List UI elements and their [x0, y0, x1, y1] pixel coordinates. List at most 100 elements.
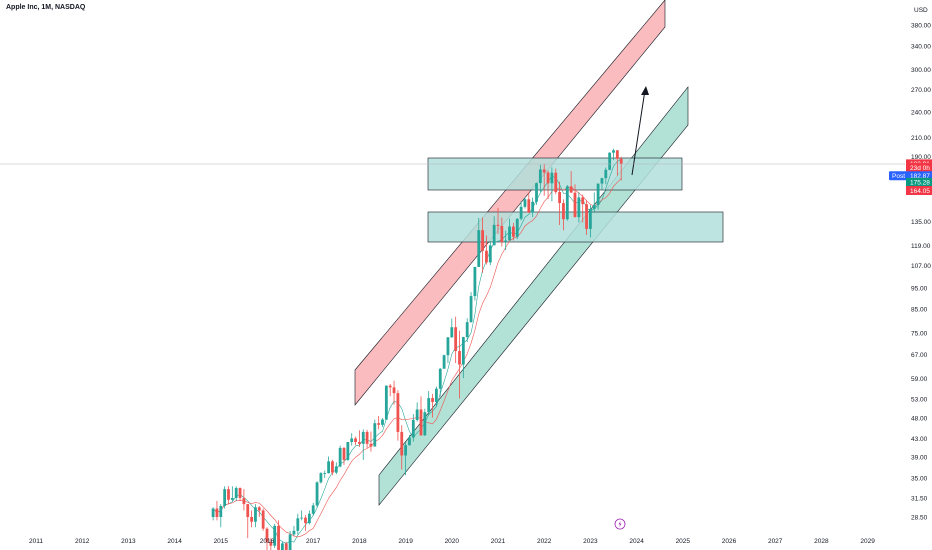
candle[interactable]	[215, 501, 219, 521]
candle[interactable]	[535, 182, 538, 205]
candle[interactable]	[319, 472, 323, 484]
candle[interactable]	[427, 391, 431, 416]
candle[interactable]	[273, 523, 277, 549]
candle[interactable]	[608, 152, 612, 171]
lightning-icon[interactable]	[614, 518, 626, 530]
candle[interactable]	[265, 527, 269, 550]
candle[interactable]	[461, 336, 465, 379]
candle[interactable]	[500, 217, 504, 247]
candle[interactable]	[223, 486, 227, 509]
candle[interactable]	[519, 201, 523, 221]
candle[interactable]	[311, 502, 315, 516]
candle[interactable]	[531, 197, 535, 217]
candle[interactable]	[442, 354, 446, 369]
candle[interactable]	[504, 230, 508, 251]
candle[interactable]	[485, 235, 488, 265]
candle[interactable]	[358, 430, 361, 447]
candle[interactable]	[538, 164, 542, 192]
candle[interactable]	[411, 414, 415, 442]
candle[interactable]	[327, 456, 330, 474]
candle[interactable]	[334, 462, 338, 475]
candle[interactable]	[481, 217, 484, 273]
candle[interactable]	[365, 429, 369, 448]
candle[interactable]	[604, 167, 608, 185]
candle[interactable]	[338, 445, 342, 468]
candle[interactable]	[596, 183, 600, 210]
candle[interactable]	[261, 508, 265, 531]
candle[interactable]	[492, 216, 496, 246]
candle[interactable]	[415, 402, 419, 422]
candle[interactable]	[296, 513, 300, 535]
candle[interactable]	[354, 436, 357, 446]
candle[interactable]	[257, 505, 261, 517]
candle[interactable]	[573, 184, 577, 218]
candle[interactable]	[562, 199, 565, 231]
candle[interactable]	[292, 525, 296, 536]
candle[interactable]	[558, 181, 561, 225]
candle[interactable]	[465, 318, 469, 343]
candle[interactable]	[315, 481, 319, 508]
candle[interactable]	[458, 330, 461, 399]
candle[interactable]	[277, 520, 280, 550]
candle[interactable]	[515, 218, 519, 240]
candle[interactable]	[246, 504, 250, 539]
candle[interactable]	[307, 510, 311, 525]
candle[interactable]	[431, 393, 434, 418]
candle[interactable]	[400, 425, 404, 470]
candle[interactable]	[496, 207, 500, 235]
candle[interactable]	[242, 489, 246, 511]
candle[interactable]	[381, 417, 384, 427]
candle[interactable]	[361, 429, 365, 460]
candle[interactable]	[512, 222, 515, 241]
candle[interactable]	[230, 486, 234, 502]
candle[interactable]	[342, 446, 346, 465]
candle[interactable]	[254, 504, 257, 528]
candle[interactable]	[589, 205, 592, 238]
candle[interactable]	[527, 192, 531, 213]
candle[interactable]	[615, 150, 619, 176]
candle[interactable]	[542, 163, 546, 196]
candle[interactable]	[488, 240, 492, 266]
candle[interactable]	[269, 538, 273, 550]
candle[interactable]	[219, 504, 223, 528]
candle[interactable]	[454, 316, 458, 364]
candle[interactable]	[600, 177, 604, 190]
candle[interactable]	[284, 541, 288, 550]
candle[interactable]	[408, 434, 411, 446]
candle[interactable]	[227, 486, 230, 505]
candle[interactable]	[404, 442, 407, 476]
candle[interactable]	[396, 390, 400, 441]
candle[interactable]	[508, 218, 511, 241]
candle[interactable]	[369, 431, 373, 452]
candle[interactable]	[250, 510, 253, 528]
candle[interactable]	[446, 337, 450, 364]
candle[interactable]	[450, 318, 454, 338]
candle[interactable]	[288, 530, 292, 550]
candle[interactable]	[523, 197, 527, 209]
candle[interactable]	[435, 386, 438, 407]
candle[interactable]	[619, 156, 623, 181]
candle[interactable]	[392, 380, 396, 405]
candle[interactable]	[469, 292, 473, 323]
candle[interactable]	[569, 170, 573, 193]
candle[interactable]	[384, 385, 388, 420]
candle[interactable]	[234, 486, 238, 502]
candle[interactable]	[612, 148, 615, 161]
candle[interactable]	[238, 487, 242, 502]
candle[interactable]	[281, 541, 284, 550]
candle[interactable]	[554, 168, 558, 195]
candle[interactable]	[388, 384, 392, 397]
candle[interactable]	[477, 217, 481, 267]
candle[interactable]	[377, 416, 381, 430]
candle[interactable]	[546, 170, 550, 200]
candle[interactable]	[331, 459, 334, 476]
candle[interactable]	[473, 266, 477, 301]
candle[interactable]	[419, 396, 423, 436]
candle[interactable]	[350, 433, 354, 446]
candle[interactable]	[438, 368, 442, 397]
candle[interactable]	[550, 167, 554, 202]
candle[interactable]	[300, 510, 304, 521]
candle[interactable]	[373, 419, 377, 447]
candle[interactable]	[585, 200, 588, 235]
